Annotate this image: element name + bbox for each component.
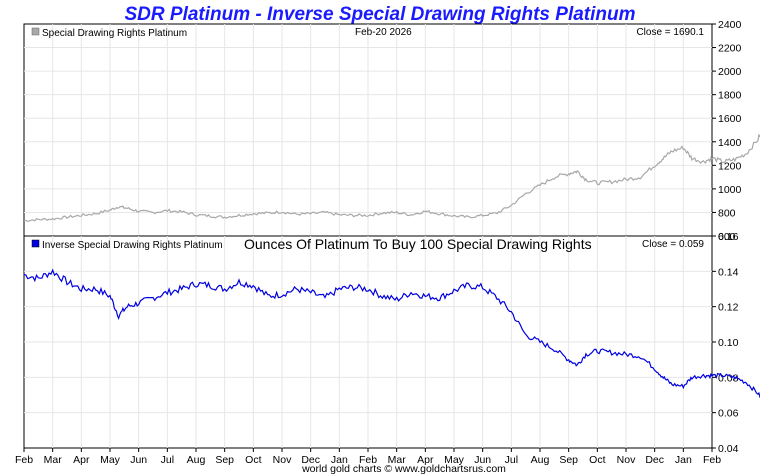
footer-credit: world gold charts © www.goldchartsrus.co… bbox=[301, 463, 506, 475]
top-legend-label: Special Drawing Rights Platinum bbox=[42, 28, 187, 39]
y-tick-label: 1600 bbox=[718, 113, 742, 125]
x-tick-label: Dec bbox=[301, 454, 320, 466]
chart-title: SDR Platinum - Inverse Special Drawing R… bbox=[125, 4, 636, 25]
y-tick-label: 600 bbox=[718, 231, 736, 243]
y-tick-label: 1400 bbox=[718, 137, 742, 149]
y-tick-label: 0.12 bbox=[718, 302, 739, 314]
x-tick-label: Oct bbox=[589, 454, 605, 466]
y-tick-label: 1000 bbox=[718, 184, 742, 196]
x-tick-label: Sep bbox=[215, 454, 234, 466]
x-tick-label: Feb bbox=[703, 454, 721, 466]
top-close-label: Close = 1690.1 bbox=[636, 27, 704, 38]
x-tick-label: Apr bbox=[417, 454, 434, 466]
x-tick-label: May bbox=[100, 454, 121, 466]
x-tick-label: Feb bbox=[15, 454, 33, 466]
y-tick-label: 1200 bbox=[718, 160, 742, 172]
y-tick-label: 0.06 bbox=[718, 408, 739, 420]
x-tick-label: Feb bbox=[359, 454, 377, 466]
x-tick-label: Jan bbox=[331, 454, 348, 466]
y-tick-label: 800 bbox=[718, 207, 736, 219]
x-tick-label: Mar bbox=[44, 454, 63, 466]
x-tick-label: Nov bbox=[273, 454, 292, 466]
top-panel: 600 800 1000 1200 1400 1600 1800 2000 2200 2400 bbox=[23, 19, 760, 243]
y-tick-label: 2000 bbox=[718, 66, 742, 78]
x-tick-label: Oct bbox=[245, 454, 261, 466]
bottom-legend-label: Inverse Special Drawing Rights Platinum bbox=[42, 240, 223, 251]
x-tick-label: Jul bbox=[161, 454, 174, 466]
y-tick-label: 0.16 bbox=[718, 231, 739, 243]
x-tick-label: Mar bbox=[388, 454, 407, 466]
y-tick-label: 2400 bbox=[718, 19, 742, 31]
bottom-panel: 0.040.060.080.100.120.140.16 bbox=[23, 231, 760, 455]
x-tick-label: Jan bbox=[675, 454, 692, 466]
x-tick-label: Jun bbox=[130, 454, 147, 466]
bottom-subtitle: Ounces Of Platinum To Buy 100 Special Dr… bbox=[244, 236, 592, 252]
x-tick-label: Nov bbox=[617, 454, 636, 466]
x-tick-label: May bbox=[444, 454, 465, 466]
x-tick-label: Apr bbox=[73, 454, 90, 466]
x-tick-label: Jul bbox=[505, 454, 518, 466]
x-tick-label: Dec bbox=[645, 454, 664, 466]
x-tick-label: Sep bbox=[559, 454, 578, 466]
x-tick-label: Aug bbox=[187, 454, 206, 466]
top-date-label: Feb-20 2026 bbox=[355, 27, 412, 38]
y-tick-label: 0.04 bbox=[718, 443, 739, 455]
series-line-1 bbox=[24, 268, 760, 399]
y-tick-label: 0.10 bbox=[718, 337, 739, 349]
y-tick-label: 2200 bbox=[718, 43, 742, 55]
top-legend-swatch bbox=[31, 27, 40, 36]
bottom-close-label: Close = 0.059 bbox=[642, 239, 704, 250]
x-axis: Feb Mar Apr May Jun Jul Aug Sep Oct Nov Dec Jan Feb M… bbox=[15, 448, 721, 466]
x-tick-label: Aug bbox=[531, 454, 550, 466]
x-tick-label: Jun bbox=[474, 454, 491, 466]
series-line-0 bbox=[23, 133, 760, 223]
y-tick-label: 1800 bbox=[718, 90, 742, 102]
bottom-legend-swatch bbox=[31, 239, 40, 248]
y-tick-label: 0.14 bbox=[718, 266, 739, 278]
